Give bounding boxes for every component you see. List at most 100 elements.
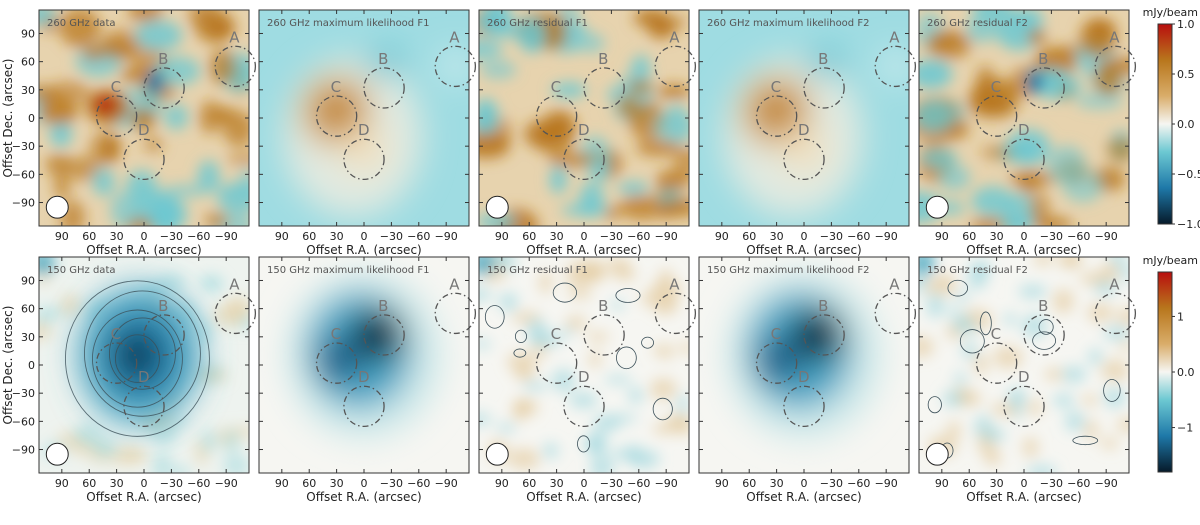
panel-title: 260 GHz maximum likelihood F2 bbox=[707, 18, 869, 29]
y-tick-label: 90 bbox=[21, 27, 35, 40]
source-label-A: A bbox=[669, 275, 680, 293]
noise-blob bbox=[479, 213, 517, 226]
panel-1-1: A B C D 150 GHz maximum likelihood F1 90 60 30 0… bbox=[258, 256, 477, 504]
x-tick-label: −60 bbox=[407, 477, 430, 490]
y-tick-label: −60 bbox=[12, 168, 35, 181]
source-label-B: B bbox=[598, 297, 608, 315]
noise-blob bbox=[587, 331, 609, 343]
source-label-D: D bbox=[138, 368, 150, 386]
noise-blob bbox=[1029, 193, 1050, 223]
x-tick-label: 60 bbox=[302, 230, 316, 243]
colorbar-gradient bbox=[1157, 23, 1173, 225]
noise-blob bbox=[508, 448, 540, 470]
y-tick-label: −90 bbox=[12, 444, 35, 457]
x-tick-label: −30 bbox=[160, 477, 183, 490]
contour-line bbox=[947, 279, 969, 297]
source-label-A: A bbox=[229, 28, 240, 46]
source-circle-D bbox=[1003, 138, 1045, 181]
x-tick-label: −30 bbox=[820, 230, 843, 243]
noise-blob bbox=[588, 351, 602, 368]
source-label-B: B bbox=[158, 297, 168, 315]
noise-blob bbox=[975, 414, 991, 426]
noise-blob bbox=[551, 369, 576, 393]
x-tick-label: 30 bbox=[770, 230, 784, 243]
noise-blob bbox=[196, 318, 212, 344]
contour-line bbox=[1103, 379, 1121, 402]
x-axis-label: Offset R.A. (arcsec) bbox=[86, 490, 201, 504]
x-tick-label: −60 bbox=[847, 477, 870, 490]
noise-blob bbox=[662, 198, 689, 217]
x-tick-label: 0 bbox=[1021, 477, 1028, 490]
noise-blob bbox=[551, 82, 587, 99]
noise-blob bbox=[73, 422, 102, 446]
colorbar-tick-label: 1.0 bbox=[1177, 18, 1195, 31]
source-circle-B bbox=[1023, 314, 1065, 356]
noise-blob bbox=[204, 212, 229, 226]
x-tick-label: 30 bbox=[110, 477, 124, 490]
noise-blob bbox=[610, 448, 638, 460]
source-label-A: A bbox=[229, 275, 240, 293]
source-circle-C bbox=[535, 342, 578, 384]
source-circle-B bbox=[143, 314, 185, 356]
source-circle-C bbox=[315, 95, 358, 137]
colorbar-unit: mJy/beam bbox=[1143, 6, 1198, 19]
noise-blob bbox=[1081, 394, 1099, 406]
intensity-map bbox=[39, 257, 249, 473]
noise-blob bbox=[557, 24, 588, 38]
y-tick-label: 60 bbox=[21, 303, 35, 316]
noise-blob bbox=[1011, 10, 1044, 30]
noise-blob bbox=[1026, 465, 1057, 473]
source-circle-D bbox=[343, 385, 385, 428]
contour-line bbox=[64, 280, 210, 437]
noise-blob bbox=[947, 305, 958, 315]
x-tick-label: 0 bbox=[801, 230, 808, 243]
source-label-C: C bbox=[551, 325, 561, 343]
model-decrement bbox=[351, 308, 404, 361]
noise-blob bbox=[565, 315, 587, 330]
noise-blob bbox=[981, 429, 1007, 442]
x-tick-label: −60 bbox=[847, 230, 870, 243]
y-tick-label: −90 bbox=[12, 197, 35, 210]
colorbar-tick-label: −1.0 bbox=[1177, 218, 1200, 231]
colorbar-1: mJy/beam 1 0.0 −1 bbox=[1143, 254, 1198, 473]
source-label-A: A bbox=[449, 28, 460, 46]
source-label-B: B bbox=[1038, 50, 1048, 68]
x-tick-label: 30 bbox=[990, 230, 1004, 243]
source-label-B: B bbox=[598, 50, 608, 68]
noise-blob bbox=[152, 452, 173, 473]
noise-blob bbox=[1117, 341, 1129, 351]
noise-blob bbox=[588, 431, 607, 457]
panel-0-3: A B C D 260 GHz maximum likelihood F2 90 60 30 0… bbox=[698, 9, 917, 257]
source-circle-D bbox=[563, 138, 605, 181]
noise-blob bbox=[565, 261, 594, 288]
source-circle-B bbox=[143, 67, 185, 109]
x-tick-label: −90 bbox=[655, 230, 678, 243]
source-circle-C bbox=[535, 95, 578, 137]
x-tick-label: 90 bbox=[495, 230, 509, 243]
x-tick-label: 30 bbox=[110, 230, 124, 243]
x-tick-label: 30 bbox=[550, 477, 564, 490]
edge-blob bbox=[39, 257, 55, 275]
source-circle-A bbox=[214, 45, 257, 88]
colorbar-tick-label: 1 bbox=[1177, 310, 1184, 323]
noise-blob bbox=[604, 375, 632, 385]
noise-blob bbox=[652, 109, 689, 145]
noise-blob bbox=[919, 99, 955, 133]
colorbar-unit: mJy/beam bbox=[1143, 254, 1198, 267]
source-circle-A bbox=[654, 45, 697, 88]
edge-blob bbox=[479, 257, 495, 275]
source-circle-C bbox=[315, 342, 358, 384]
panel-1-4: A B C D 150 GHz residual F2 90 60 30 0 −30 −60 −90 O… bbox=[918, 256, 1137, 504]
noise-blob bbox=[110, 191, 138, 226]
source-circle-B bbox=[803, 314, 845, 356]
y-tick-label: −30 bbox=[12, 140, 35, 153]
noise-blob bbox=[479, 413, 492, 426]
model-decrement bbox=[791, 308, 844, 361]
noise-blob bbox=[677, 392, 689, 416]
noise-blob bbox=[134, 20, 183, 51]
x-tick-label: −90 bbox=[1095, 230, 1118, 243]
source-label-D: D bbox=[1018, 368, 1030, 386]
y-tick-label: 30 bbox=[21, 331, 35, 344]
source-label-A: A bbox=[1109, 28, 1120, 46]
noise-blob bbox=[45, 154, 74, 176]
